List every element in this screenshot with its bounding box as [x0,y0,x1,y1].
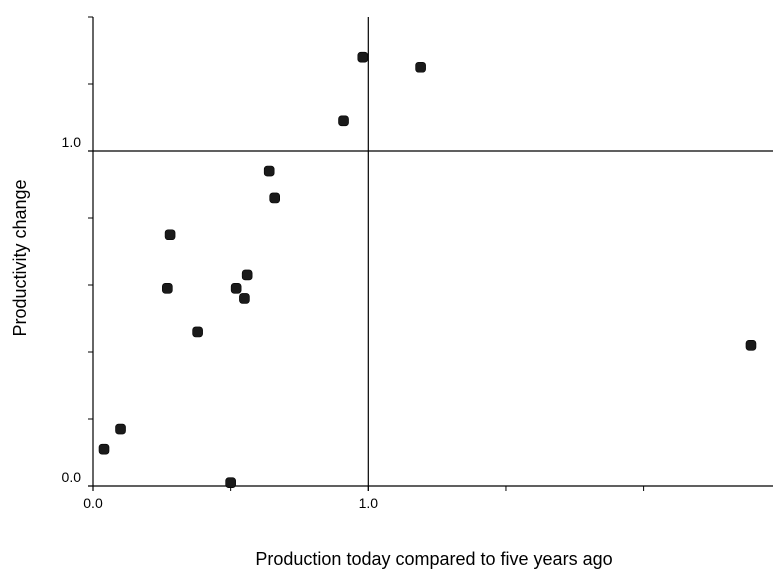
data-point [357,51,369,63]
data-point [115,423,126,435]
x-tick-label: 1.0 [359,495,379,511]
data-point [225,477,236,488]
data-point [338,115,349,127]
x-tick-label: 0.0 [83,495,103,511]
data-point [98,443,110,455]
data-point [230,283,242,294]
data-point [269,192,281,204]
y-tick-label: 0.0 [62,469,82,485]
y-tick-label: 1.0 [62,134,82,150]
axes: 0.0 1.0 0.0 1.0 [62,16,773,511]
data-point [241,269,253,281]
data-point [415,61,426,73]
data-point [164,229,176,241]
data-point [239,293,250,304]
data-points [98,51,757,488]
data-point [263,165,275,177]
data-point [192,326,203,338]
data-point [162,283,173,294]
data-point [745,339,757,351]
x-axis-title: Production today compared to five years … [255,549,612,569]
y-axis-title: Productivity change [10,179,30,336]
